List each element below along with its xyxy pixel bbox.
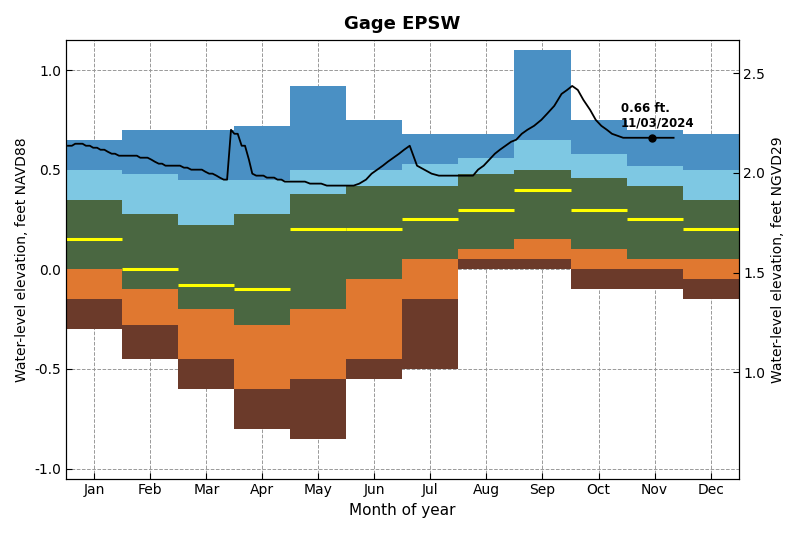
Bar (570, 269, 626, 289)
Bar (178, 180, 234, 225)
Bar (290, 309, 346, 379)
Bar (66, 299, 122, 329)
Bar (570, 154, 626, 177)
X-axis label: Month of year: Month of year (349, 503, 456, 518)
Bar (122, 214, 178, 289)
Bar (178, 309, 234, 359)
Bar (570, 120, 626, 154)
Bar (346, 359, 402, 379)
Bar (458, 249, 514, 260)
Bar (178, 359, 234, 389)
Bar (122, 289, 178, 325)
Bar (570, 177, 626, 249)
Bar (402, 185, 458, 260)
Bar (290, 169, 346, 193)
Bar (570, 249, 626, 269)
Bar (682, 134, 738, 169)
Bar (346, 279, 402, 359)
Y-axis label: Water-level elevation, feet NAVD88: Water-level elevation, feet NAVD88 (15, 137, 29, 382)
Bar (514, 239, 570, 260)
Bar (682, 279, 738, 299)
Bar (458, 174, 514, 249)
Bar (178, 225, 234, 309)
Text: 0.66 ft.
11/03/2024: 0.66 ft. 11/03/2024 (621, 102, 694, 130)
Title: Gage EPSW: Gage EPSW (344, 15, 461, 33)
Bar (66, 199, 122, 269)
Bar (682, 260, 738, 279)
Bar (66, 269, 122, 299)
Bar (234, 214, 290, 325)
Bar (626, 260, 682, 269)
Bar (122, 130, 178, 174)
Bar (514, 140, 570, 169)
Bar (458, 158, 514, 174)
Bar (178, 130, 234, 180)
Bar (626, 185, 682, 260)
Bar (458, 134, 514, 158)
Bar (66, 140, 122, 169)
Bar (346, 169, 402, 185)
Bar (290, 193, 346, 309)
Bar (66, 169, 122, 199)
Bar (402, 164, 458, 185)
Bar (458, 260, 514, 269)
Bar (234, 325, 290, 389)
Bar (122, 174, 178, 214)
Bar (346, 120, 402, 169)
Bar (682, 199, 738, 260)
Bar (626, 130, 682, 166)
Bar (234, 126, 290, 180)
Bar (402, 260, 458, 299)
Bar (514, 50, 570, 140)
Bar (234, 180, 290, 214)
Bar (514, 260, 570, 269)
Bar (626, 166, 682, 185)
Bar (402, 299, 458, 369)
Bar (626, 269, 682, 289)
Bar (290, 86, 346, 169)
Y-axis label: Water-level elevation, feet NGVD29: Water-level elevation, feet NGVD29 (771, 136, 785, 383)
Bar (682, 169, 738, 199)
Bar (290, 379, 346, 439)
Bar (234, 389, 290, 429)
Bar (122, 325, 178, 359)
Bar (346, 185, 402, 279)
Bar (402, 134, 458, 164)
Bar (514, 169, 570, 239)
